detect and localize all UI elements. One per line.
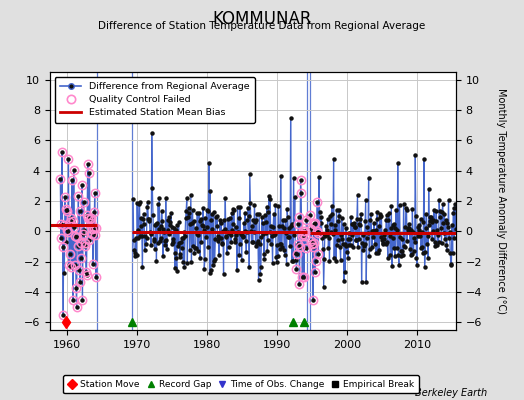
Text: Berkeley Earth: Berkeley Earth [415,388,487,398]
Legend: Station Move, Record Gap, Time of Obs. Change, Empirical Break: Station Move, Record Gap, Time of Obs. C… [63,376,419,394]
Text: Difference of Station Temperature Data from Regional Average: Difference of Station Temperature Data f… [99,21,425,31]
Y-axis label: Monthly Temperature Anomaly Difference (°C): Monthly Temperature Anomaly Difference (… [496,88,506,314]
Legend: Difference from Regional Average, Quality Control Failed, Estimated Station Mean: Difference from Regional Average, Qualit… [54,77,255,123]
Text: KOMMUNAR: KOMMUNAR [212,10,312,28]
